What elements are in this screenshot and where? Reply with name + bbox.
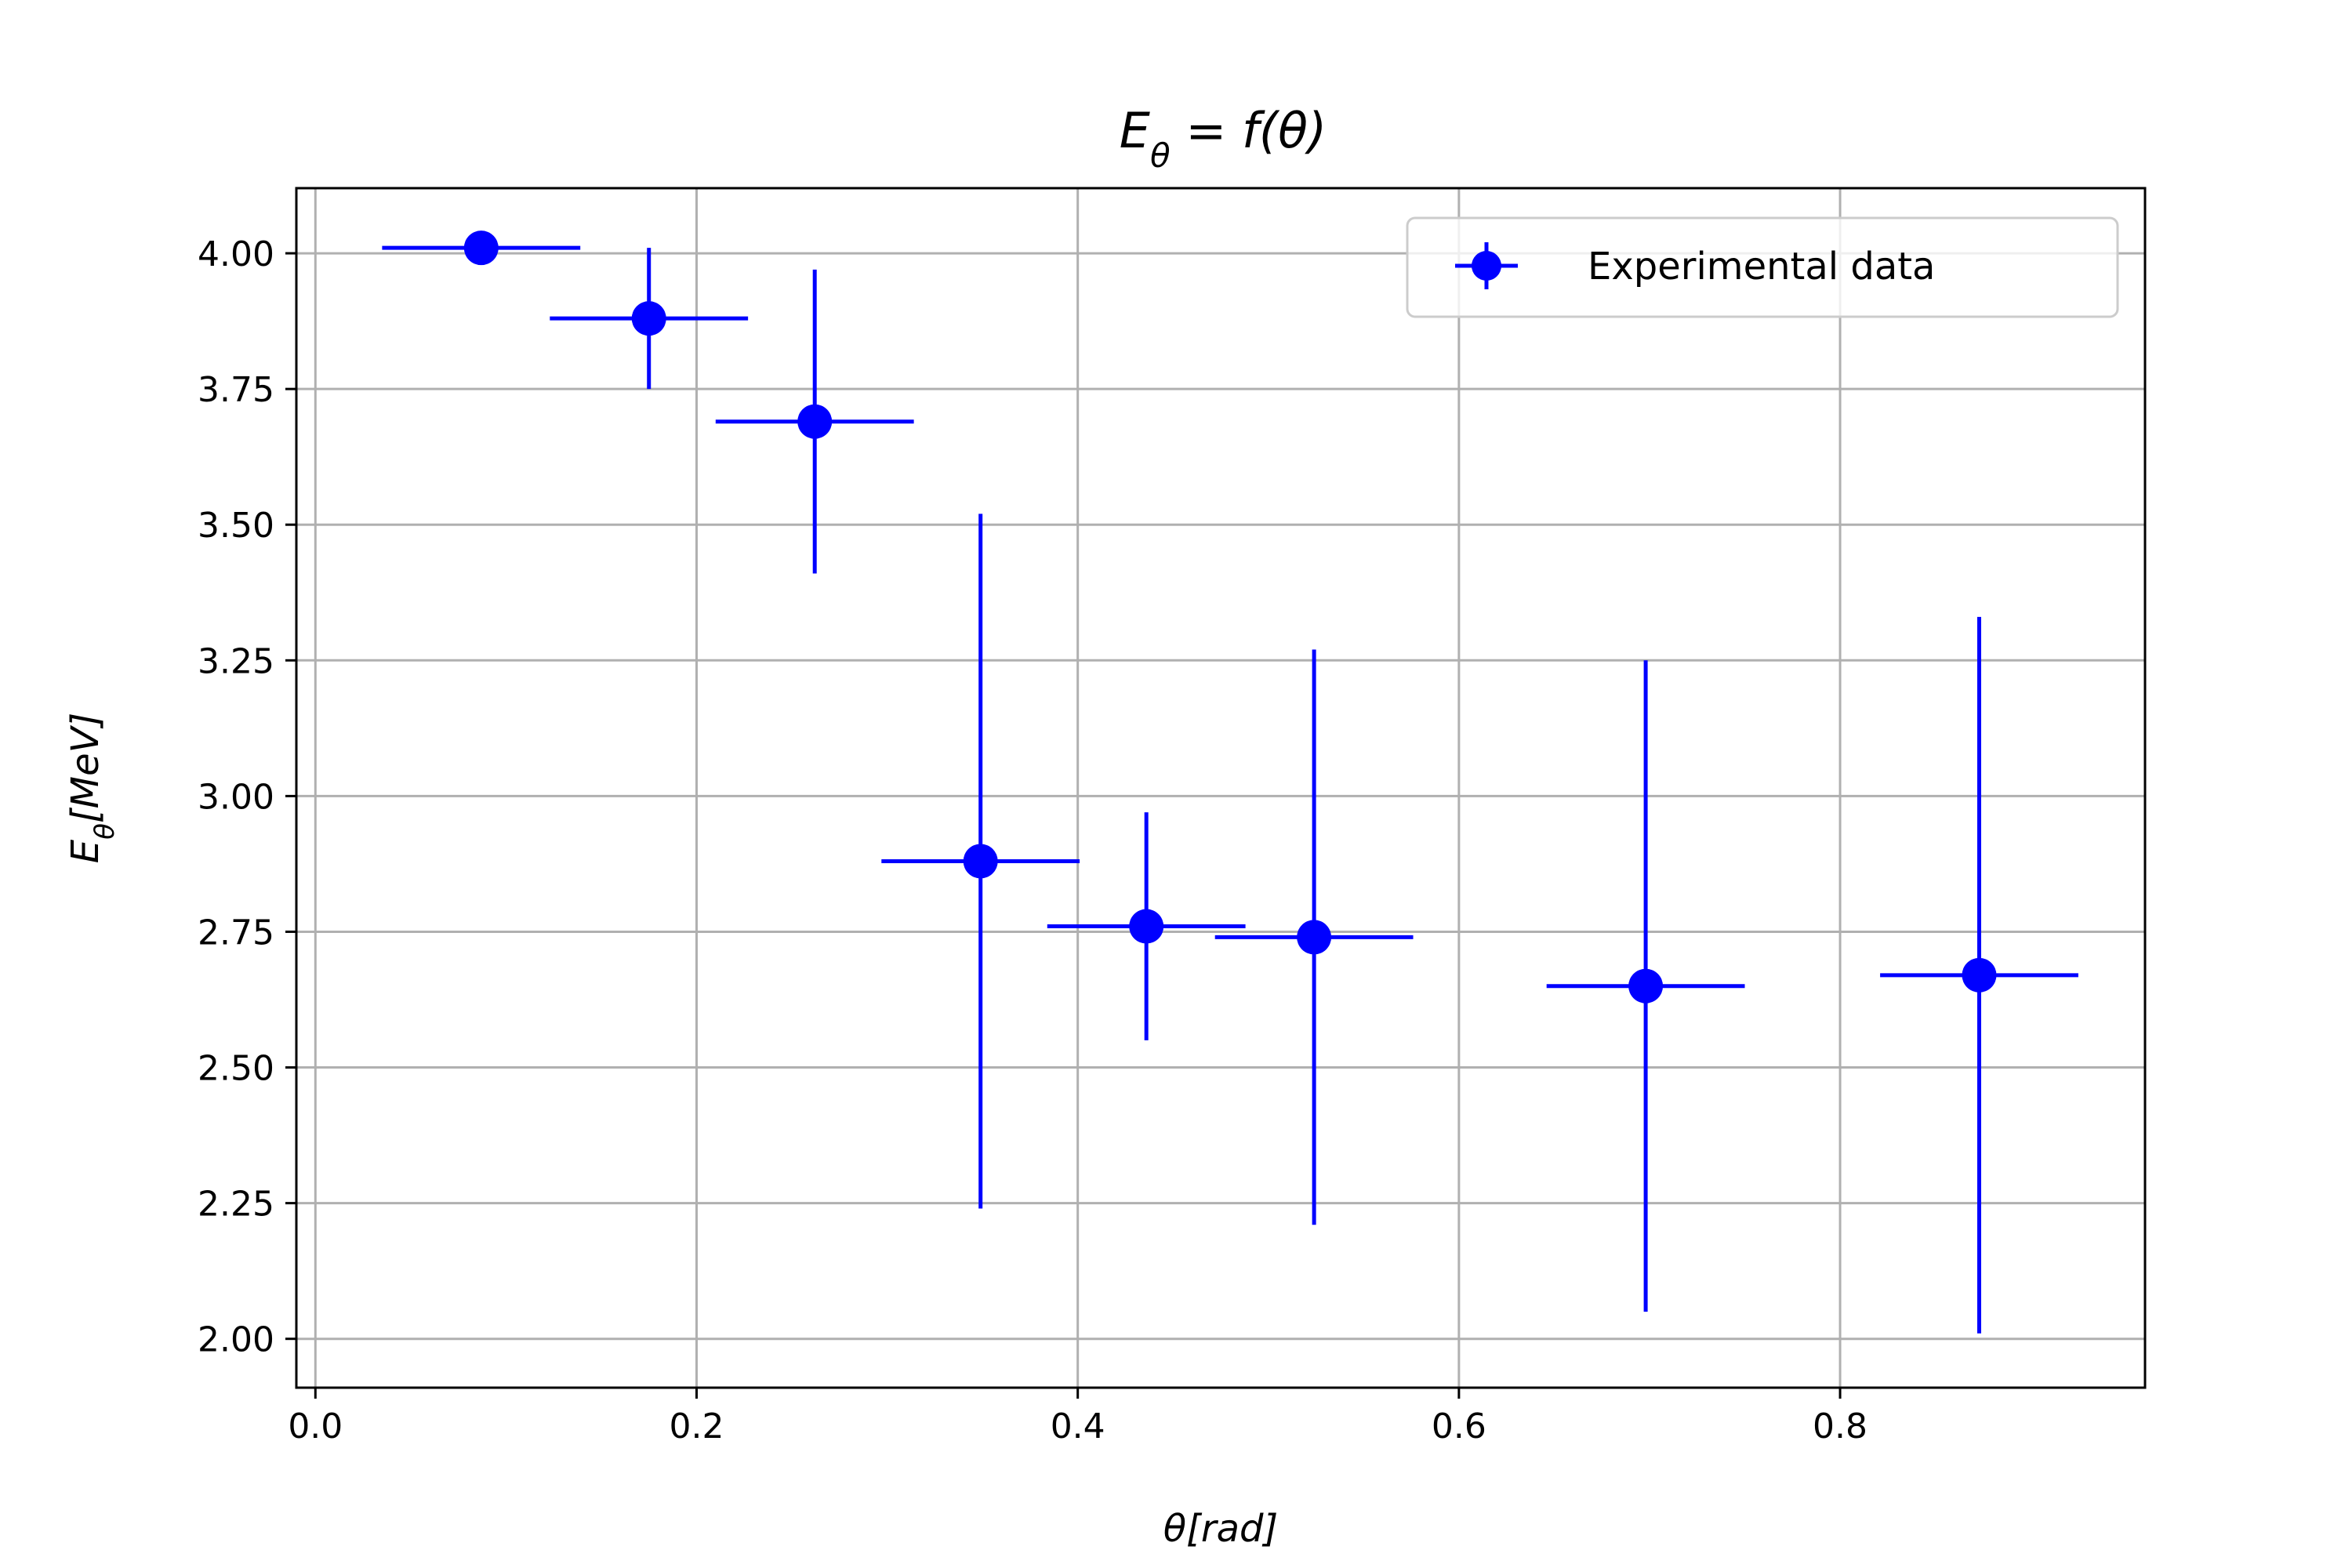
- data-marker: [463, 230, 499, 266]
- y-tick-label: 2.75: [198, 913, 274, 953]
- x-tick-label: 0.2: [670, 1406, 724, 1446]
- y-tick-label: 3.75: [198, 370, 274, 410]
- data-marker: [963, 844, 998, 879]
- y-axis-label: Eθ[MeV]: [64, 713, 121, 863]
- data-point: [1047, 812, 1246, 1040]
- y-tick-label: 2.25: [198, 1185, 274, 1225]
- y-tick-label: 3.00: [198, 777, 274, 817]
- data-marker: [1129, 909, 1164, 944]
- data-point: [1880, 616, 2078, 1334]
- legend-box: [1406, 216, 2119, 318]
- x-tick-label: 0.6: [1432, 1406, 1486, 1446]
- x-tick-label: 0.8: [1813, 1406, 1867, 1446]
- y-tick-label: 2.50: [198, 1049, 274, 1089]
- chart-title: Eθ = f(θ): [1120, 102, 1327, 175]
- y-tick-label: 4.00: [198, 234, 274, 274]
- data-marker: [1297, 920, 1332, 955]
- legend: Experimental data: [1406, 216, 2119, 318]
- data-marker: [631, 301, 666, 336]
- data-marker: [797, 404, 833, 439]
- y-tick-label: 3.50: [198, 506, 274, 546]
- x-tick-label: 0.4: [1051, 1406, 1105, 1446]
- data-series: [382, 230, 2078, 1334]
- data-point: [1214, 649, 1414, 1225]
- grid: [296, 188, 2145, 1388]
- y-tick-label: 3.25: [198, 641, 274, 681]
- y-tick-label: 2.00: [198, 1320, 274, 1360]
- data-point: [881, 514, 1080, 1209]
- legend-marker: [1472, 251, 1501, 281]
- x-tick-label: 0.0: [288, 1406, 343, 1446]
- data-point: [715, 269, 914, 574]
- data-marker: [1962, 957, 1997, 993]
- plot-frame: [295, 187, 2147, 1389]
- legend-label: Experimental data: [1588, 245, 1935, 289]
- data-point: [1546, 660, 1745, 1312]
- data-point: [550, 248, 749, 390]
- data-point: [382, 230, 581, 266]
- x-axis-label: θ[rad]: [1163, 1507, 1278, 1551]
- axis-ticks: 0.0 0.2 0.4 0.6 0.8 2.00 2.25 2.50 2.75 3.00 3.25 3…: [198, 234, 1867, 1446]
- data-marker: [1628, 968, 1664, 1004]
